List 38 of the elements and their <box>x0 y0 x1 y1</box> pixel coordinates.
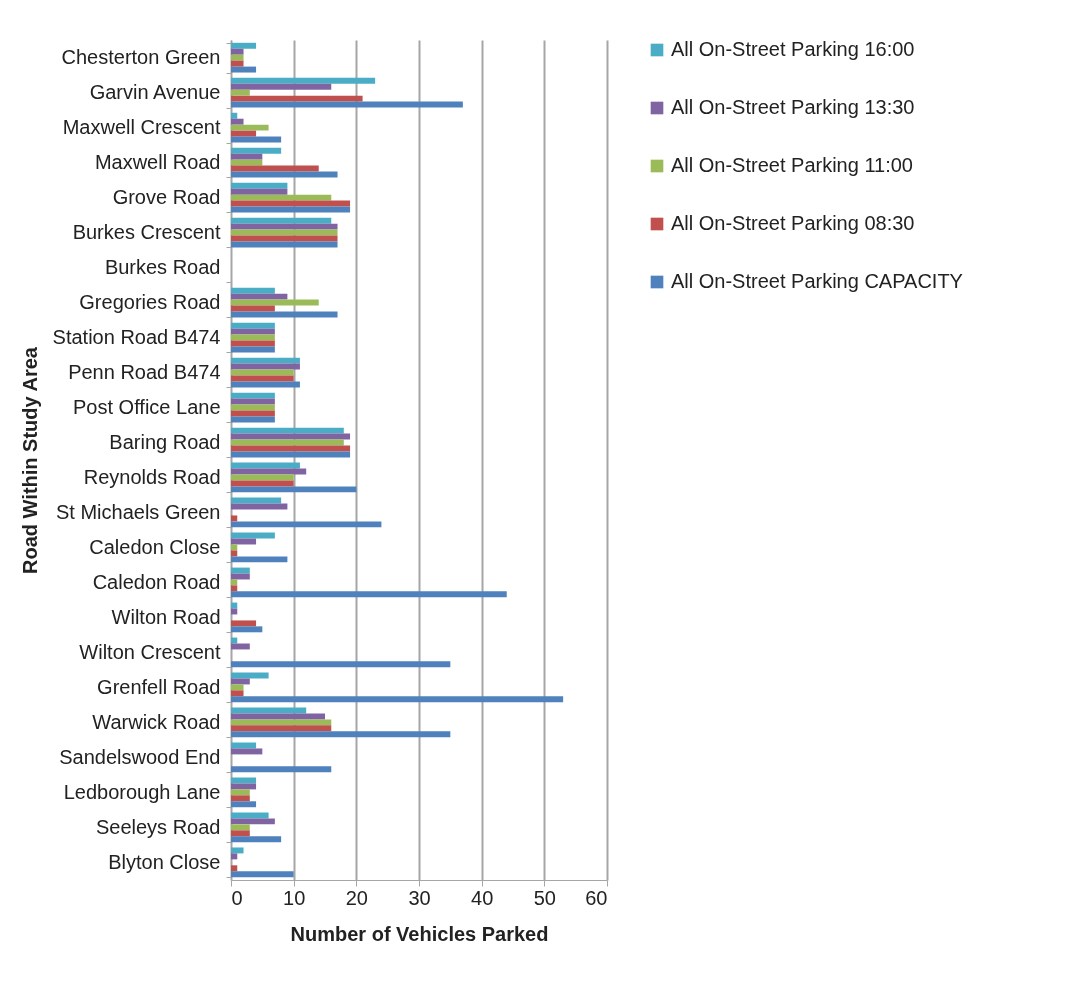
x-tick-label: 60 <box>585 886 608 909</box>
legend-label: All On-Street Parking 13:30 <box>671 96 915 118</box>
y-tick-label: Blyton Close <box>108 850 221 873</box>
y-tick-label: Reynolds Road <box>83 465 221 488</box>
x-tick-label: 0 <box>231 886 243 909</box>
y-tick-label: Burkes Road <box>104 256 221 279</box>
y-tick-label: Post Office Lane <box>73 396 221 419</box>
x-axis-title: Number of Vehicles Parked <box>290 922 549 945</box>
y-tick-label: Garvin Avenue <box>89 81 221 104</box>
y-tick-label: Sandelswood End <box>59 745 221 768</box>
y-tick-label: Penn Road B474 <box>68 361 221 384</box>
y-tick-label: St Michaels Green <box>55 500 221 523</box>
legend-label: All On-Street Parking 08:30 <box>671 212 915 234</box>
y-tick-label: Seeleys Road <box>95 815 221 838</box>
legend-label: All On-Street Parking 16:00 <box>671 38 915 60</box>
y-tick-label: Baring Road <box>109 431 221 454</box>
y-tick-label: Maxwell Road <box>94 151 221 174</box>
y-tick-label: Caledon Road <box>92 570 221 593</box>
x-tick-label: 50 <box>533 886 556 909</box>
y-tick-label: Grove Road <box>112 186 221 209</box>
y-tick-label: Caledon Close <box>89 535 221 558</box>
x-tick-label: 10 <box>283 886 306 909</box>
legend-label: All On-Street Parking CAPACITY <box>671 270 963 292</box>
y-tick-label: Burkes Crescent <box>72 221 221 244</box>
x-tick-label: 30 <box>408 886 431 909</box>
y-tick-label: Station Road B474 <box>52 326 221 349</box>
y-tick-label: Chesterton Green <box>61 46 221 69</box>
x-tick-label: 40 <box>471 886 494 909</box>
legend-label: All On-Street Parking 11:00 <box>671 154 913 176</box>
y-tick-label: Ledborough Lane <box>63 780 221 803</box>
y-tick-label: Grenfell Road <box>97 675 221 698</box>
y-tick-label: Gregories Road <box>79 291 221 314</box>
y-tick-label: Wilton Road <box>111 605 221 628</box>
y-tick-label: Wilton Crescent <box>79 640 221 663</box>
y-tick-label: Warwick Road <box>92 710 221 733</box>
y-axis-title: Road Within Study Area <box>18 346 41 574</box>
x-tick-label: 20 <box>345 886 368 909</box>
y-tick-label: Maxwell Crescent <box>62 116 221 139</box>
